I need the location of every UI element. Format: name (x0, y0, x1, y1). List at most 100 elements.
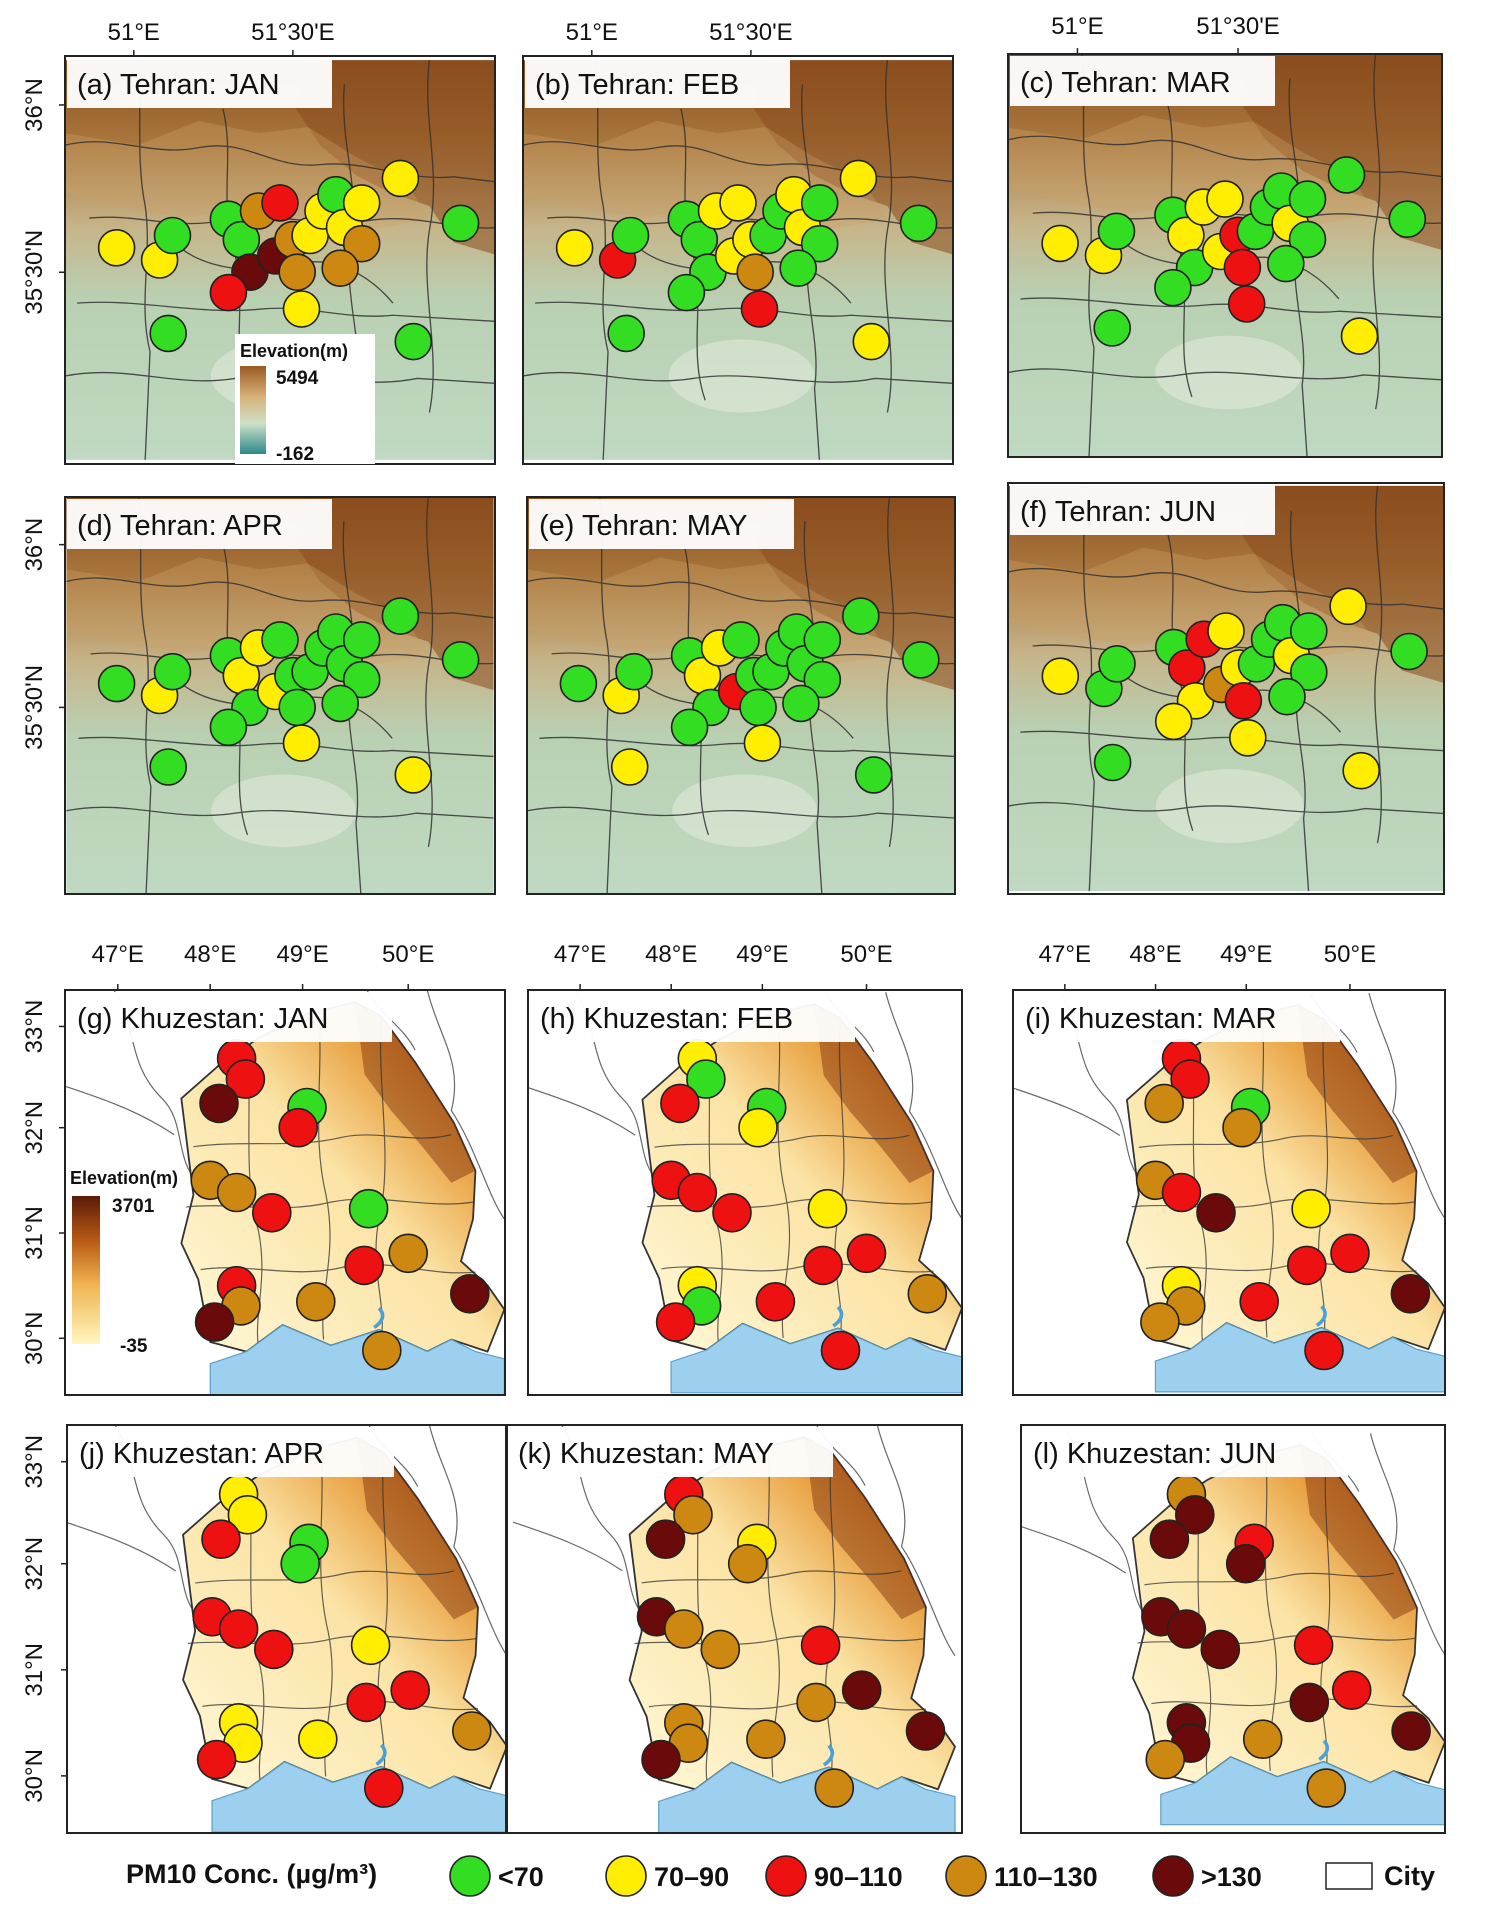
station-marker (1149, 1519, 1190, 1559)
station-marker (441, 640, 480, 679)
station-marker (227, 1495, 268, 1535)
station-marker (1200, 1629, 1241, 1670)
colorbar-ramp (72, 1196, 100, 1344)
station-marker (261, 621, 299, 659)
station-marker (342, 660, 381, 699)
x-tick-label: 47°E (92, 941, 144, 968)
station-marker (820, 1330, 861, 1371)
legend-city-swatch (1325, 1862, 1373, 1890)
station-marker (449, 1274, 490, 1314)
station-marker (451, 1711, 492, 1751)
panel-title-box (1010, 56, 1275, 106)
station-marker (1289, 1682, 1330, 1723)
panel-title: (c) Tehran: MAR (1020, 67, 1231, 99)
station-marker (841, 1670, 882, 1710)
x-tick-label: 51°E (108, 19, 160, 46)
station-marker (803, 621, 842, 659)
station-marker (807, 1188, 848, 1229)
station-marker (321, 249, 360, 288)
station-marker (743, 724, 782, 762)
station-marker (800, 224, 839, 263)
station-marker (1288, 220, 1327, 259)
tehran-panel: (a) Tehran: JAN (64, 55, 496, 465)
panel-title: (k) Khuzestan: MAY (518, 1438, 774, 1470)
station-marker (363, 1768, 404, 1808)
station-marker (800, 184, 839, 222)
panel-title: (e) Tehran: MAY (539, 510, 747, 542)
panel-title-box (1023, 1427, 1348, 1477)
tehran-colorbar: Elevation(m) 5494 -162 (235, 334, 375, 465)
station-marker (854, 756, 893, 794)
legend-city-label: City (1384, 1861, 1435, 1891)
station-marker (1145, 1739, 1185, 1780)
legend-label: 90–110 (814, 1862, 903, 1892)
station-marker (153, 216, 192, 255)
station-marker (381, 597, 420, 635)
khuzestan-maps: (g) Khuzestan: JAN (h) Khuzestan: FEB (i) … (21, 941, 1446, 1834)
panel-title: (a) Tehran: JAN (77, 69, 280, 101)
khuzestan-colorbar: Elevation(m) 3701 -35 (70, 1168, 178, 1357)
tehran-frame (526, 496, 956, 895)
khuz-basemap (67, 1425, 507, 1833)
panel-title-box (69, 1427, 394, 1477)
station-marker (1242, 1719, 1283, 1759)
y-tick-label: 31°N (21, 1643, 48, 1697)
station-marker (1161, 1172, 1202, 1213)
station-marker (1041, 224, 1079, 263)
station-marker (677, 1172, 718, 1213)
khuz-panel: (j) Khuzestan: APR (66, 1424, 508, 1834)
station-marker (1330, 1233, 1370, 1274)
khuz-basemap (1021, 1431, 1445, 1827)
panel-title-box (508, 1427, 833, 1477)
station-marker (1097, 212, 1136, 251)
station-marker (1267, 244, 1305, 283)
station-marker (1329, 587, 1367, 626)
station-marker (1239, 1282, 1279, 1322)
station-marker (800, 1625, 841, 1666)
colorbar-max: 3701 (112, 1196, 155, 1217)
station-marker (615, 652, 653, 691)
x-tick-label: 51°30'E (1196, 13, 1280, 40)
legend-swatch (945, 1855, 987, 1897)
station-marker (381, 159, 420, 198)
station-marker (97, 664, 136, 703)
station-marker (297, 1719, 338, 1759)
station-marker (1041, 657, 1080, 696)
station-marker (555, 229, 594, 267)
station-marker (841, 597, 880, 635)
station-marker (559, 664, 598, 703)
station-marker (1293, 1625, 1334, 1666)
station-marker (394, 322, 433, 361)
station-marker (390, 1670, 431, 1710)
station-marker (839, 159, 878, 198)
station-marker (1166, 1609, 1207, 1649)
station-marker (901, 640, 940, 679)
khuz-panel: (h) Khuzestan: FEB (527, 989, 963, 1396)
station-marker (1327, 156, 1366, 194)
x-tick-label: 49°E (736, 941, 788, 968)
legend-label: 70–90 (654, 1862, 729, 1892)
station-marker (1196, 1193, 1236, 1233)
station-marker (199, 1083, 239, 1124)
x-tick-label: 50°E (382, 941, 434, 968)
legend-title: PM10 Conc. (µg/m³) (126, 1859, 377, 1889)
station-marker (673, 1495, 713, 1535)
x-tick-label: 51°E (1051, 13, 1103, 40)
station-marker (261, 184, 299, 222)
station-marker (1098, 644, 1136, 683)
station-marker (611, 216, 650, 255)
station-marker (899, 204, 938, 243)
y-tick-label: 33°N (21, 1435, 48, 1489)
station-marker (1306, 1768, 1347, 1808)
y-tick-label: 35°30'N (21, 665, 48, 750)
station-marker (321, 684, 360, 723)
x-tick-label: 48°E (645, 941, 697, 968)
station-marker (1206, 180, 1244, 218)
tehran-panel: (f) Tehran: JUN (1007, 482, 1445, 895)
tehran-maps: (a) Tehran: JAN (b) Tehran: FEB (c) Tehran… (21, 13, 1445, 895)
station-marker (660, 1083, 700, 1124)
station-marker (739, 688, 777, 727)
khuz-frame (1020, 1424, 1446, 1834)
khuz-panel: (g) Khuzestan: JAN (64, 989, 506, 1396)
colorbar-min: -35 (120, 1336, 148, 1357)
